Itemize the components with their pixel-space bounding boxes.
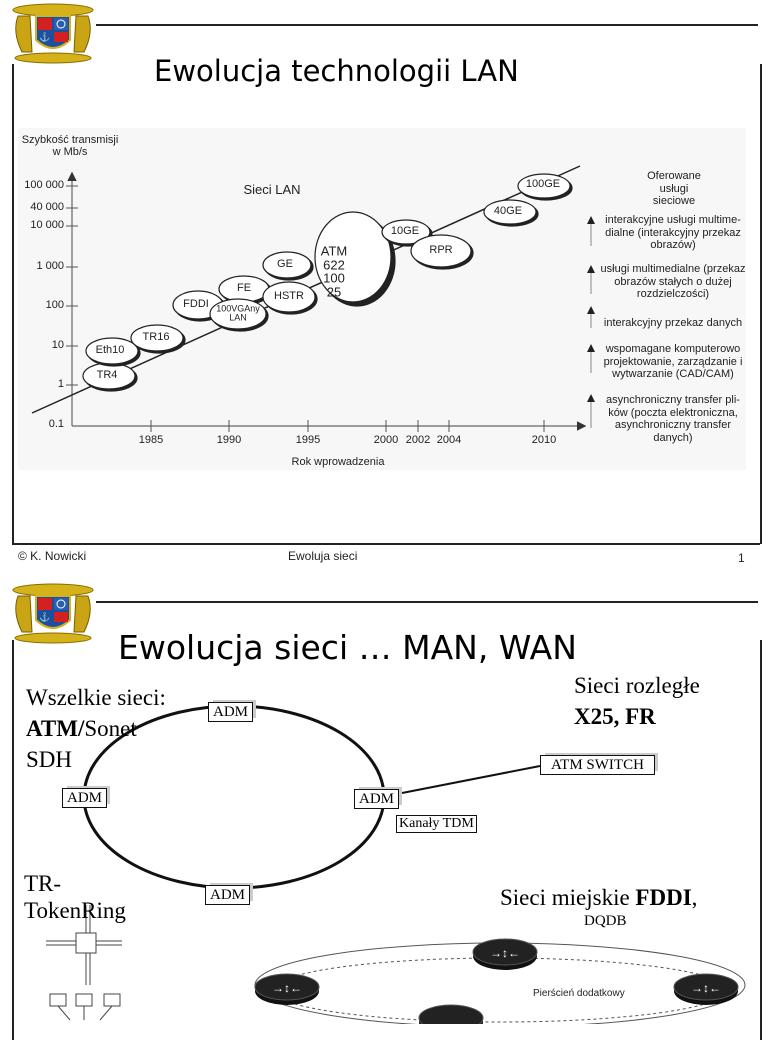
left-text-line3: SDH	[26, 747, 73, 772]
bubble-hstr: HSTR	[274, 290, 304, 303]
x-tick: 1995	[295, 434, 321, 446]
right-text-line2: X25, FR	[574, 704, 656, 729]
chart-plot	[31, 165, 595, 432]
y-tick: 100	[45, 299, 64, 311]
router-icon: →↕←	[673, 973, 739, 1005]
right-text-line1: Sieci rozległe	[574, 673, 700, 698]
atm-switch-node: ATM SWITCH	[540, 755, 655, 775]
token-ring-line2: TokenRing	[24, 898, 126, 923]
bubble-100ge: 100GE	[525, 178, 561, 191]
bubble-100vgany: 100VGAny LAN	[216, 303, 260, 324]
bubble-rpr: RPR	[429, 244, 453, 257]
left-text-line2: ATM/Sonet	[26, 713, 166, 744]
bubble-atm-line4: 25	[326, 284, 342, 300]
header-rule	[96, 601, 758, 603]
left-text-block: Wszelkie sieci: ATM/Sonet SDH	[26, 682, 166, 775]
svg-text:→↕←: →↕←	[272, 981, 302, 995]
y-axis-unit: w Mb/s	[52, 146, 88, 158]
left-text-bold: ATM/	[26, 716, 85, 741]
x-tick: 2000	[373, 434, 399, 446]
page-number: 1	[738, 551, 745, 565]
service-item: wspomagane komputerowo projektowanie, za…	[603, 343, 743, 381]
adm-node-left: ADM	[62, 788, 108, 808]
bubble-tr16: TR16	[142, 331, 170, 344]
fddi-title: Sieci miejskie FDDI,	[500, 882, 697, 913]
right-text-block: Sieci rozległe X25, FR	[574, 670, 700, 732]
svg-text:⚓: ⚓	[39, 31, 50, 42]
router-icon: →↕←	[472, 938, 538, 970]
bubble-ge: GE	[277, 258, 293, 271]
left-text-rest: Sonet	[84, 716, 137, 741]
secondary-ring-label: Pierścień dodatkowy	[533, 988, 625, 999]
tdm-channels-label: Kanały TDM	[396, 815, 477, 833]
services-header-line2: usługi	[659, 182, 689, 195]
bubble-100vgany-line2: LAN	[229, 313, 247, 323]
services-header-line3: sieciowe	[652, 195, 696, 208]
y-tick: 1 000	[36, 260, 64, 272]
fddi-title-bold: FDDI	[635, 885, 692, 910]
bubble-tr4: TR4	[96, 369, 118, 382]
x-tick: 1990	[216, 434, 242, 446]
y-tick: 10	[51, 339, 64, 351]
y-tick: 10 000	[30, 219, 64, 231]
slide-title: Ewolucja technologii LAN	[154, 54, 519, 88]
service-item: interakcyjny przekaz danych	[603, 317, 743, 329]
router-icon	[418, 1004, 484, 1024]
fddi-subtitle: DQDB	[584, 913, 627, 929]
university-crest-icon: ⚓	[12, 3, 94, 64]
x-axis-title: Rok wprowadzenia	[291, 456, 385, 468]
y-axis-title: Szybkość transmisji	[21, 134, 119, 146]
adm-node-right: ADM	[354, 789, 400, 809]
fddi-title-comma: ,	[691, 885, 698, 910]
left-text-line1: Wszelkie sieci:	[26, 685, 166, 710]
x-tick: 2004	[436, 434, 462, 446]
y-tick: 40 000	[30, 201, 64, 213]
slide-frame	[12, 64, 762, 544]
svg-text:→↕←: →↕←	[490, 946, 520, 960]
footer-author: © K. Nowicki	[18, 549, 87, 563]
service-item: usługi multimedialne (przekaz obrazów st…	[600, 263, 746, 301]
svg-text:⚓: ⚓	[39, 611, 50, 622]
bubble-fddi: FDDI	[183, 298, 209, 311]
x-tick: 1985	[138, 434, 164, 446]
slide-frame	[12, 640, 762, 1040]
token-ring-line1: TR-	[24, 871, 62, 896]
series-label: Sieci LAN	[243, 182, 301, 197]
x-tick: 2010	[531, 434, 557, 446]
bubble-atm: ATM 622 100 25	[321, 245, 347, 300]
x-tick: 2002	[405, 434, 431, 446]
service-item: asynchroniczny transfer pli- ków (poczta…	[606, 394, 740, 444]
university-crest-icon: ⚓	[12, 583, 94, 644]
svg-text:→↕←: →↕←	[691, 981, 721, 995]
bubble-40ge: 40GE	[493, 205, 523, 218]
bubble-fe: FE	[236, 282, 252, 295]
bubble-atm-line3: 100	[323, 271, 345, 286]
adm-node-bottom: ADM	[205, 885, 251, 905]
fddi-title-plain: Sieci miejskie	[500, 885, 636, 910]
lan-evolution-chart: Szybkość transmisji w Mb/s 100 000 40 00…	[18, 128, 746, 470]
bubble-eth10: Eth10	[95, 344, 125, 357]
router-icon: →↕←	[254, 973, 320, 1005]
bubble-10ge: 10GE	[390, 225, 420, 238]
bubble-atm-line2: 622	[323, 257, 345, 273]
y-tick: 0.1	[48, 418, 64, 430]
y-tick: 1	[57, 378, 64, 390]
slide-title: Ewolucja sieci … MAN, WAN	[118, 628, 577, 667]
service-item: interakcyjne usługi multime- dialne (int…	[605, 214, 741, 252]
bubble-atm-line1: ATM	[320, 243, 348, 259]
y-tick: 100 000	[24, 179, 64, 191]
services-header: Oferowane usługi sieciowe	[614, 170, 734, 208]
adm-node-top: ADM	[208, 702, 254, 722]
services-header-line1: Oferowane	[647, 170, 701, 182]
token-ring-label: TR- TokenRing	[24, 870, 126, 924]
footer-title: Ewoluja sieci	[288, 549, 358, 563]
header-rule	[96, 24, 758, 26]
footer-rule	[12, 543, 760, 545]
bubble-100vgany-line1: 100VGAny	[216, 303, 260, 314]
